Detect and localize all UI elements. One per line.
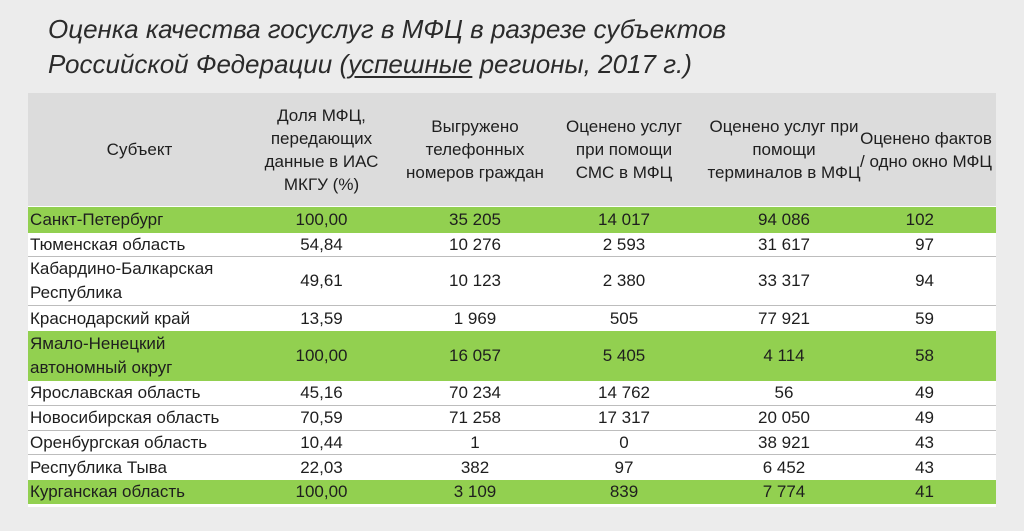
table-row: Тюменская область 54,84 10 276 2 593 31 617 9… (28, 233, 996, 257)
header-share: Доля МФЦ, передающих данные в ИАС МКГУ (… (264, 105, 379, 194)
table-row-highlighted: Курганская область 100,00 3 109 839 7 774 41 (28, 480, 996, 504)
cell-share: 70,59 (300, 408, 343, 427)
cell-share: 100,00 (295, 346, 348, 365)
cell-per-window: 59 (915, 308, 934, 328)
cell-share: 10,44 (300, 432, 343, 452)
cell-terminals: 38 921 (758, 432, 810, 452)
cell-share: 100,00 (295, 482, 348, 501)
table-row: Республика Тыва 22,03 382 97 6 452 43 (28, 455, 996, 480)
cell-terminals: 6 452 (762, 457, 806, 477)
header-terminals: Оценено услуг при помощи терминалов в МФ… (707, 117, 861, 182)
cell-sms: 0 (619, 432, 629, 452)
cell-phones: 1 (470, 432, 480, 452)
cell-subject: Ямало-Ненецкий автономный округ (30, 334, 173, 377)
title-line-1: Оценка качества госуслуг в МФЦ в разрезе… (48, 14, 727, 44)
cell-per-window: 43 (915, 457, 934, 477)
table-row: Новосибирская область 70,59 71 258 17 317 20… (28, 406, 996, 431)
cell-subject: Республика Тыва (30, 457, 167, 477)
cell-subject: Тюменская область (30, 234, 186, 254)
cell-terminals: 77 921 (758, 308, 810, 328)
cell-terminals: 7 774 (762, 482, 806, 501)
cell-sms: 14 762 (598, 383, 650, 402)
slide-title: Оценка качества госуслуг в МФЦ в разрезе… (48, 12, 1008, 82)
cell-per-window: 94 (915, 271, 934, 290)
cell-sms: 505 (609, 308, 639, 328)
cell-per-window: 41 (915, 482, 934, 501)
cell-per-window: 58 (915, 346, 934, 365)
header-sms: Оценено услуг при помощи СМС в МФЦ (565, 117, 683, 182)
cell-sms: 2 380 (602, 271, 646, 290)
cell-share: 100,00 (295, 210, 348, 229)
cell-phones: 10 123 (449, 271, 501, 290)
cell-per-window: 49 (915, 408, 934, 427)
table-row: Оренбургская область 10,44 1 0 38 921 43 (28, 431, 996, 455)
cell-sms: 2 593 (602, 234, 646, 254)
cell-terminals: 94 086 (758, 210, 810, 229)
cell-phones: 10 276 (449, 234, 501, 254)
cell-phones: 35 205 (449, 210, 501, 229)
cell-share: 54,84 (300, 234, 343, 254)
regions-table: Субъект Доля МФЦ, передающих данные в ИА… (28, 93, 996, 507)
cell-terminals: 33 317 (758, 271, 810, 290)
table-row: Кабардино-Балкарская Республика 49,61 10 1… (28, 257, 996, 306)
header-subject: Субъект (106, 140, 173, 159)
cell-terminals: 4 114 (763, 346, 805, 365)
header-per-window: Оценено фактов / одно окно МФЦ (860, 128, 992, 171)
cell-share: 45,16 (300, 383, 343, 402)
table-row-highlighted: Ямало-Ненецкий автономный округ 100,00 16 … (28, 331, 996, 381)
cell-per-window: 43 (915, 432, 934, 452)
title-line-2-start: Российской Федерации ( (48, 49, 349, 79)
cell-share: 22,03 (300, 457, 343, 477)
header-phones: Выгружено телефонных номеров граждан (406, 117, 544, 182)
cell-subject: Оренбургская область (30, 432, 208, 452)
cell-phones: 382 (460, 457, 490, 477)
cell-sms: 839 (609, 482, 639, 501)
cell-sms: 97 (614, 457, 634, 477)
cell-phones: 1 969 (453, 308, 497, 328)
cell-subject: Ярославская область (30, 383, 201, 402)
cell-sms: 14 017 (598, 210, 650, 229)
cell-share: 13,59 (300, 308, 343, 328)
table-row: Краснодарский край 13,59 1 969 505 77 921 59 (28, 306, 996, 331)
cell-subject: Новосибирская область (30, 408, 220, 427)
cell-terminals: 56 (774, 383, 794, 402)
cell-subject: Кабардино-Балкарская Республика (30, 259, 214, 302)
cell-per-window: 97 (915, 234, 934, 254)
cell-share: 49,61 (300, 271, 343, 290)
cell-subject: Курганская область (30, 482, 185, 501)
cell-sms: 5 405 (602, 346, 646, 365)
title-underlined-word: успешные (348, 49, 473, 79)
cell-phones: 70 234 (449, 383, 501, 402)
cell-terminals: 31 617 (758, 234, 810, 254)
table-row: Ярославская область 45,16 70 234 14 762 56 49 (28, 381, 996, 406)
table-header: Субъект Доля МФЦ, передающих данные в ИА… (28, 93, 996, 206)
cell-terminals: 20 050 (758, 408, 810, 427)
table-row-highlighted: Санкт-Петербург 100,00 35 205 14 017 94 086 1… (28, 207, 996, 233)
cell-phones: 71 258 (449, 408, 501, 427)
cell-per-window: 102 (905, 210, 934, 229)
cell-subject: Краснодарский край (30, 308, 191, 328)
cell-subject: Санкт-Петербург (30, 210, 164, 229)
title-line-2-end: регионы, 2017 г.) (472, 49, 692, 79)
cell-phones: 3 109 (453, 482, 497, 501)
cell-per-window: 49 (915, 383, 934, 402)
cell-phones: 16 057 (449, 346, 501, 365)
cell-sms: 17 317 (598, 408, 650, 427)
